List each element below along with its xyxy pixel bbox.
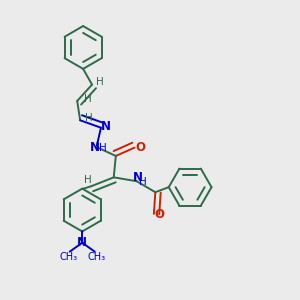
Text: O: O bbox=[135, 140, 145, 154]
Text: CH₃: CH₃ bbox=[87, 252, 105, 262]
Text: H: H bbox=[97, 77, 104, 87]
Text: H: H bbox=[85, 113, 92, 123]
Text: O: O bbox=[154, 208, 164, 221]
Text: H: H bbox=[84, 94, 92, 103]
Text: N: N bbox=[77, 236, 87, 249]
Text: N: N bbox=[101, 120, 111, 133]
Text: N: N bbox=[133, 171, 143, 184]
Text: H: H bbox=[139, 177, 147, 188]
Text: CH₃: CH₃ bbox=[59, 252, 77, 262]
Text: N: N bbox=[90, 141, 100, 154]
Text: H: H bbox=[99, 143, 107, 153]
Text: H: H bbox=[84, 175, 92, 185]
